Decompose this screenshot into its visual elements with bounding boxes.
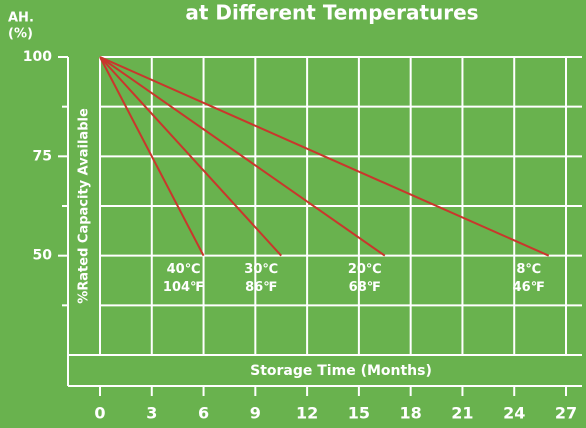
x-tick-label: 0 [94, 404, 105, 423]
y-axis-label: %Rated Capacity Available [77, 108, 92, 304]
y-unit: AH. [8, 11, 34, 26]
x-tick-label: 12 [296, 404, 318, 423]
y-tick-label: 50 [33, 248, 53, 264]
y-tick-label: 75 [33, 148, 52, 164]
series-label: 30℃ [244, 262, 278, 277]
x-tick-label: 21 [451, 404, 473, 423]
series-label: 104℉ [163, 280, 204, 295]
chart-title: at Different Temperatures [185, 1, 478, 25]
series-label: 40℃ [167, 262, 201, 277]
series-line [99, 56, 205, 257]
x-tick-label: 18 [400, 404, 422, 423]
series-line [99, 56, 550, 257]
series-line [99, 56, 386, 257]
series-label: 20℃ [348, 262, 382, 277]
x-tick-label: 9 [250, 404, 261, 423]
x-tick-label: 3 [146, 404, 157, 423]
x-tick-label: 15 [348, 404, 370, 423]
y-unit: (%) [8, 27, 33, 42]
y-tick-label: 100 [23, 49, 52, 65]
x-tick-label: 6 [198, 404, 209, 423]
x-tick-label: 27 [555, 404, 577, 423]
series-label: 68℉ [349, 280, 381, 295]
series-label: 8℃ [516, 262, 541, 277]
x-tick-label: 24 [503, 404, 525, 423]
series-line [99, 56, 282, 257]
x-axis-label: Storage Time (Months) [250, 363, 432, 379]
series-label: 86℉ [245, 280, 277, 295]
series-label: 46℉ [513, 280, 545, 295]
